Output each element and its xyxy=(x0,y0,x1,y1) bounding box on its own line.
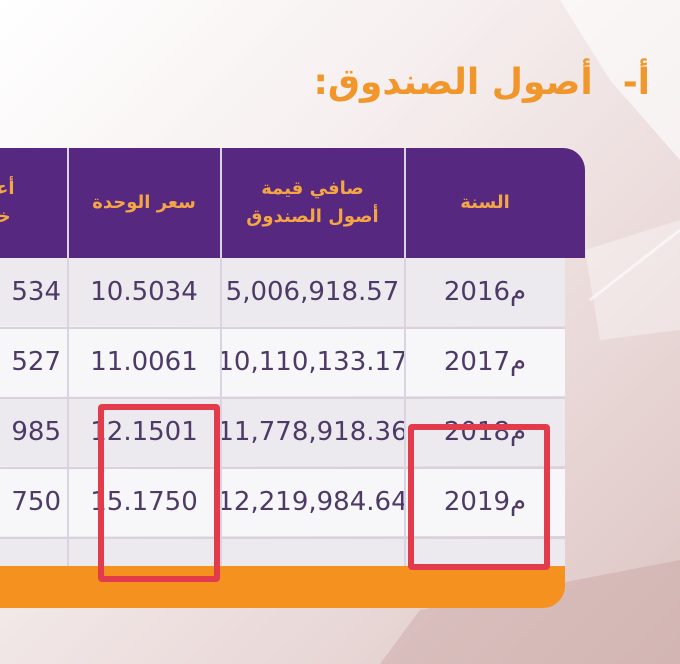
section-label: أ- xyxy=(622,62,650,103)
row-divider xyxy=(0,467,565,469)
cell-year: 2019م xyxy=(443,487,527,517)
cell-year: 2016م xyxy=(443,277,527,307)
cell-highest: 527 xyxy=(11,347,61,377)
cell-unit-price: 12.1501 xyxy=(90,417,198,447)
table-row: 750 15.1750 12,219,984.64 2019م xyxy=(0,468,565,536)
column-divider xyxy=(67,148,69,566)
row-divider xyxy=(0,397,565,399)
table-row: 527 11.0061 10,110,133.17 2017م xyxy=(0,328,565,396)
header-highest: أعلخلا xyxy=(0,178,15,227)
cell-highest: 985 xyxy=(11,417,61,447)
row-divider xyxy=(0,537,565,539)
cell-highest: 534 xyxy=(11,277,61,307)
cell-unit-price: 10.5034 xyxy=(90,277,198,307)
cell-net-assets: 10,110,133.17 xyxy=(221,347,404,377)
cell-unit-price: 11.0061 xyxy=(90,347,198,377)
cell-unit-price: 15.1750 xyxy=(90,487,198,517)
section-title: أصول الصندوق: xyxy=(313,62,593,103)
cell-net-assets: 11,778,918.36 xyxy=(221,417,404,447)
section-heading: أ- أصول الصندوق: xyxy=(313,62,650,103)
highlight-year-box xyxy=(408,424,550,570)
table-row: 985 12.1501 11,778,918.36 2018م xyxy=(0,398,565,466)
row-divider xyxy=(0,327,565,329)
cell-year: 2017م xyxy=(443,347,527,377)
cell-net-assets: 12,219,984.64 xyxy=(221,487,404,517)
cell-highest: 750 xyxy=(11,487,61,517)
table-footer-bar xyxy=(0,566,565,608)
header-unit-price: سعر الوحدة xyxy=(92,192,196,213)
header-year: السنة xyxy=(460,192,510,213)
table-row: 534 10.5034 5,006,918.57 2016م xyxy=(0,258,565,326)
highlight-unit-price-box xyxy=(98,404,220,582)
column-divider xyxy=(404,148,406,566)
cell-net-assets: 5,006,918.57 xyxy=(225,277,400,307)
column-divider xyxy=(220,148,222,566)
header-net-assets: صافي قيمة أصول الصندوق xyxy=(246,178,379,227)
table-spacer-row xyxy=(0,538,565,566)
